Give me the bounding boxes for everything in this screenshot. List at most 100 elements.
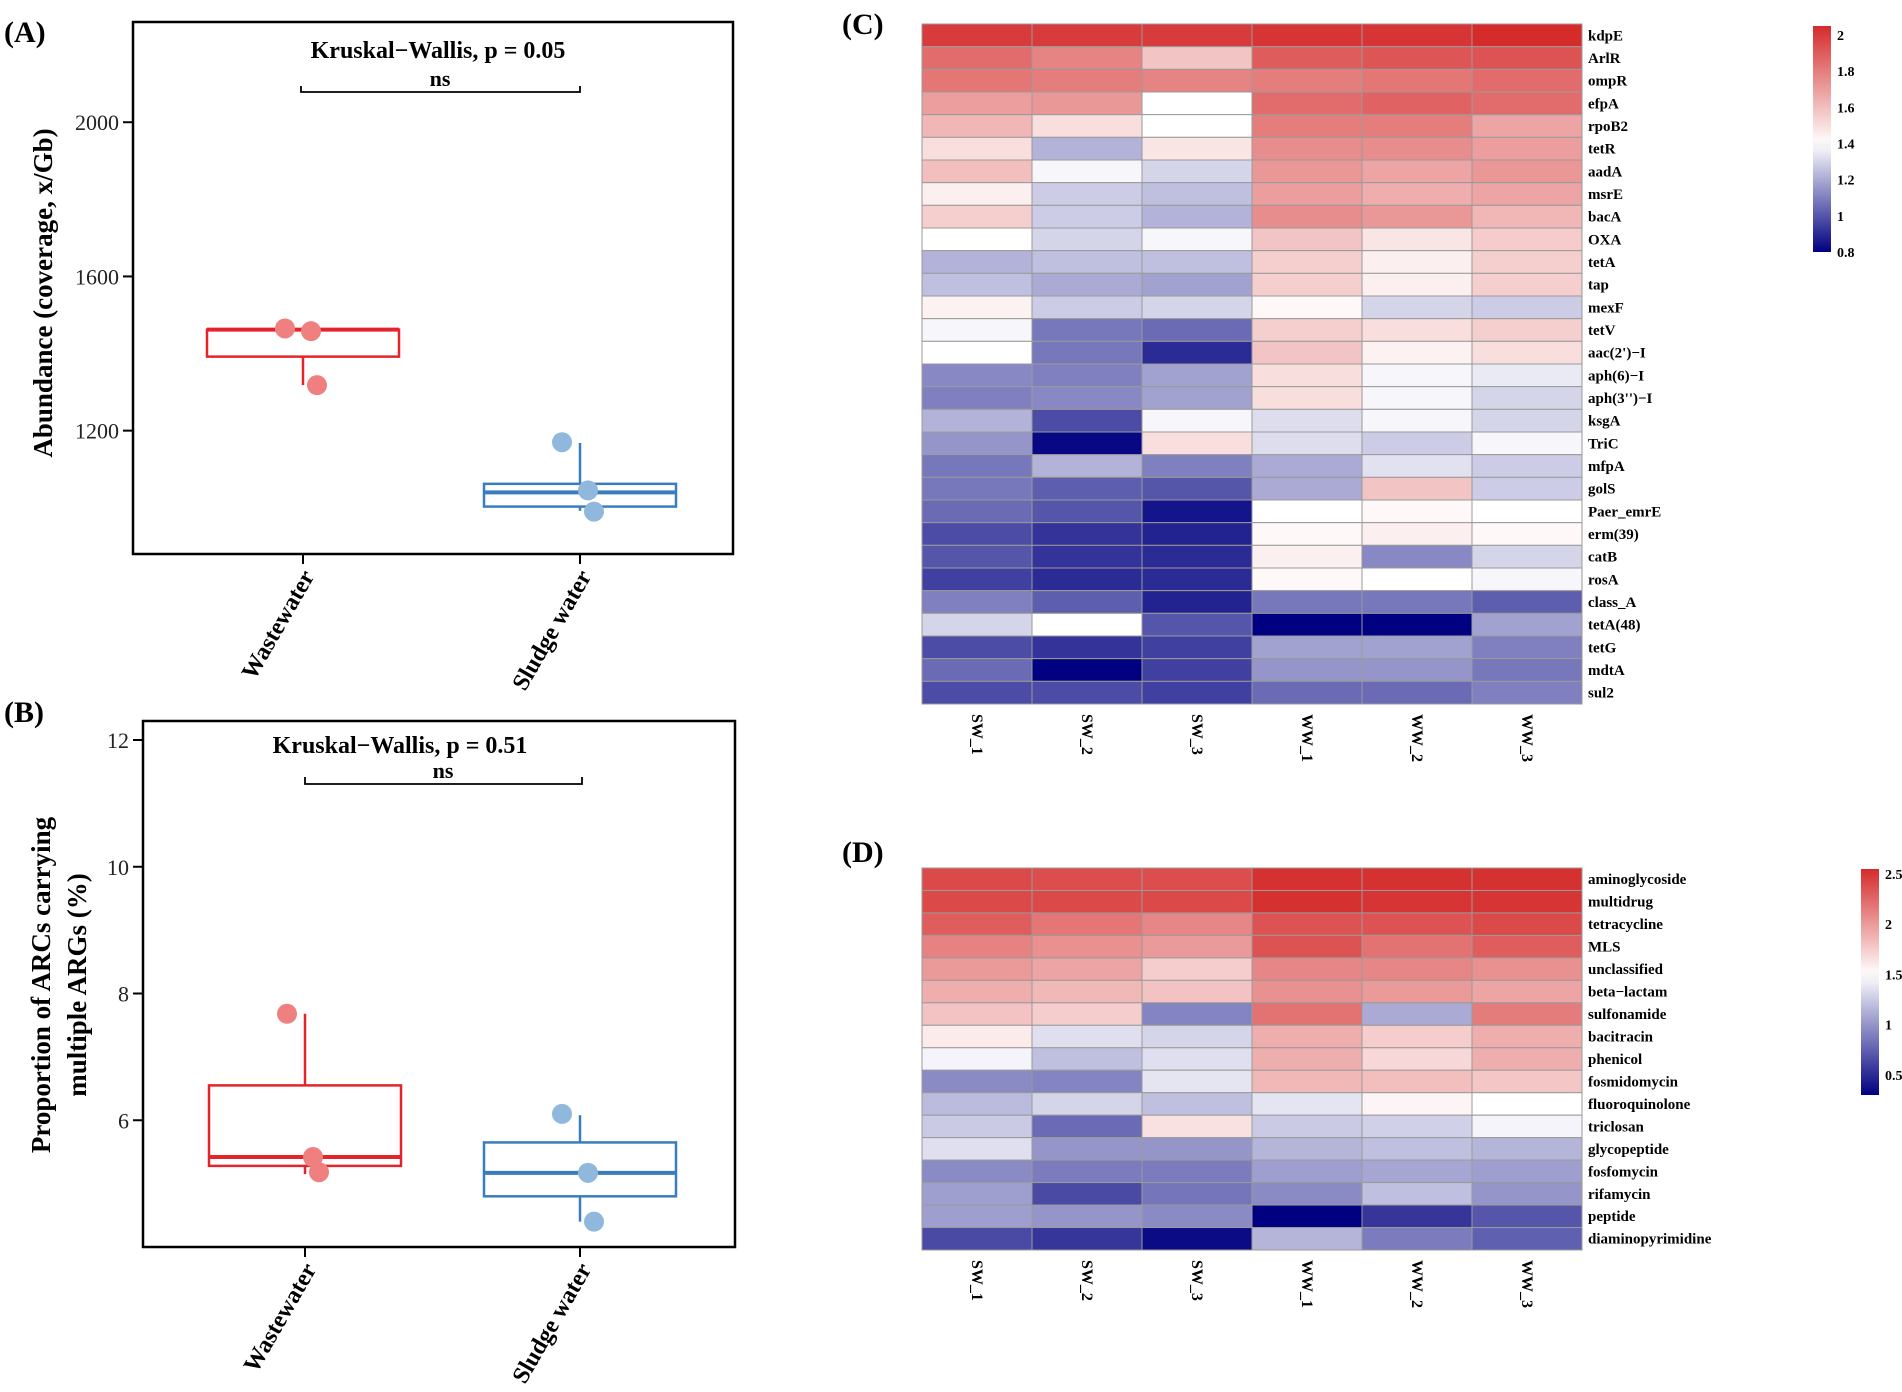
heatmap-cell <box>1251 204 1363 229</box>
heatmap-cell <box>1361 1227 1473 1251</box>
heatmap-row-label: unclassified <box>1588 962 1664 978</box>
data-point <box>301 321 321 342</box>
heatmap-cell <box>1031 476 1143 501</box>
heatmap-cell <box>921 1114 1033 1139</box>
panel-b: (B) Kruskal−Wallis, p = 0.51 ns Proporti… <box>4 696 737 1388</box>
heatmap-cell <box>1031 867 1143 891</box>
heatmap-cell <box>1471 979 1583 1004</box>
heatmap-cell <box>1471 431 1583 456</box>
heatmap-cell <box>1471 499 1583 524</box>
heatmap-cell <box>1471 957 1583 981</box>
heatmap-cell <box>1031 680 1143 705</box>
heatmap-cell <box>921 1204 1033 1229</box>
heatmap-cell <box>1031 159 1143 184</box>
heatmap-cell <box>1471 1047 1583 1071</box>
heatmap-cell <box>1141 1137 1253 1161</box>
heatmap-cell <box>1141 1227 1253 1251</box>
heatmap-cell <box>1251 1069 1363 1094</box>
data-point <box>578 480 598 501</box>
data-point <box>584 501 604 522</box>
heatmap-cell <box>1471 1159 1583 1184</box>
heatmap-cell <box>1141 635 1253 660</box>
heatmap-cell <box>921 204 1033 229</box>
heatmap-cell <box>1361 934 1473 959</box>
heatmap-row-label: tetA <box>1588 255 1616 271</box>
heatmap-cell <box>921 1137 1033 1161</box>
heatmap-cell <box>1251 590 1363 614</box>
heatmap-cell <box>1251 1114 1363 1139</box>
heatmap-cell <box>1471 91 1583 116</box>
heatmap-cell <box>1141 612 1253 637</box>
heatmap-cell <box>1251 1159 1363 1184</box>
heatmap-cell <box>921 1092 1033 1116</box>
heatmap-cell <box>1031 590 1143 614</box>
heatmap-cell <box>1361 522 1473 546</box>
heatmap-cell <box>921 635 1033 660</box>
panel-a-test-title: Kruskal−Wallis, p = 0.05 <box>311 38 566 64</box>
heatmap-cell <box>1251 1092 1363 1116</box>
heatmap-cell <box>1141 544 1253 569</box>
y-tick-label: 12 <box>107 728 129 753</box>
heatmap-cell <box>1251 612 1363 637</box>
heatmap-cell <box>1251 23 1363 48</box>
heatmap-row-label: fluoroquinolone <box>1588 1097 1691 1113</box>
heatmap-cell <box>1031 272 1143 297</box>
heatmap-cell <box>1141 1204 1253 1229</box>
heatmap-cell <box>1141 1024 1253 1049</box>
heatmap-cell <box>921 1047 1033 1071</box>
heatmap-row-label: aph(3'')−I <box>1588 391 1653 407</box>
heatmap-cell <box>1141 867 1253 891</box>
heatmap-cell <box>1031 635 1143 660</box>
panel-b-y-axis-label-line-2: multiple ARGs (%) <box>62 873 92 1097</box>
heatmap-cell <box>1361 182 1473 206</box>
heatmap-cell <box>1031 204 1143 229</box>
heatmap-row-label: triclosan <box>1588 1119 1644 1135</box>
panel-a-significance-bracket <box>300 86 581 93</box>
legend-color-bar <box>1813 26 1831 252</box>
heatmap-cell <box>1361 867 1473 891</box>
heatmap-cell <box>1141 957 1253 981</box>
heatmap-cell <box>1361 567 1473 592</box>
heatmap-cell <box>1361 544 1473 569</box>
heatmap-cell <box>1471 408 1583 433</box>
heatmap-row-label: sul2 <box>1588 686 1614 702</box>
heatmap-cell <box>1141 522 1253 546</box>
legend-color-bar <box>1861 869 1879 1095</box>
heatmap-cell <box>1361 612 1473 637</box>
heatmap-row-label: aminoglycoside <box>1588 872 1687 888</box>
heatmap-cell <box>921 590 1033 614</box>
heatmap-cell <box>1251 567 1363 592</box>
panel-b-significance-bracket <box>304 777 583 785</box>
panel-d-color-legend: 2.5 2 1.5 1 0.5 <box>1861 868 1902 1095</box>
heatmap-cell <box>1251 159 1363 184</box>
heatmap-cell <box>1031 1092 1143 1116</box>
heatmap-cell <box>1471 867 1583 891</box>
heatmap-row-label: Paer_emrE <box>1588 504 1661 520</box>
heatmap-cell <box>1031 250 1143 274</box>
heatmap-cell <box>1251 889 1363 914</box>
heatmap-cell <box>1471 680 1583 705</box>
heatmap-cell <box>1031 386 1143 410</box>
heatmap-cell <box>921 1069 1033 1094</box>
data-point <box>277 1003 297 1024</box>
heatmap-cell <box>1471 1002 1583 1026</box>
heatmap-cell <box>1251 680 1363 705</box>
y-tick-label: 6 <box>118 1108 129 1133</box>
heatmap-cell <box>1251 912 1363 936</box>
heatmap-cell <box>1361 340 1473 365</box>
legend-tick-label: 0.5 <box>1885 1069 1902 1084</box>
panel-c-label: (C) <box>842 8 884 41</box>
heatmap-cell <box>1251 91 1363 116</box>
y-tick-label: 1200 <box>75 419 119 444</box>
heatmap-column-label: WW_1 <box>1298 1260 1315 1308</box>
heatmap-cell <box>1361 68 1473 93</box>
heatmap-cell <box>1471 934 1583 959</box>
y-tick-label: 10 <box>107 855 129 880</box>
panel-b-label: (B) <box>4 696 44 729</box>
legend-tick-label: 1.6 <box>1837 101 1855 116</box>
heatmap-cell <box>1361 912 1473 936</box>
heatmap-row-label: catB <box>1588 550 1617 566</box>
heatmap-cell <box>1471 1182 1583 1206</box>
heatmap-cell <box>1141 68 1253 93</box>
heatmap-cell <box>1251 476 1363 501</box>
